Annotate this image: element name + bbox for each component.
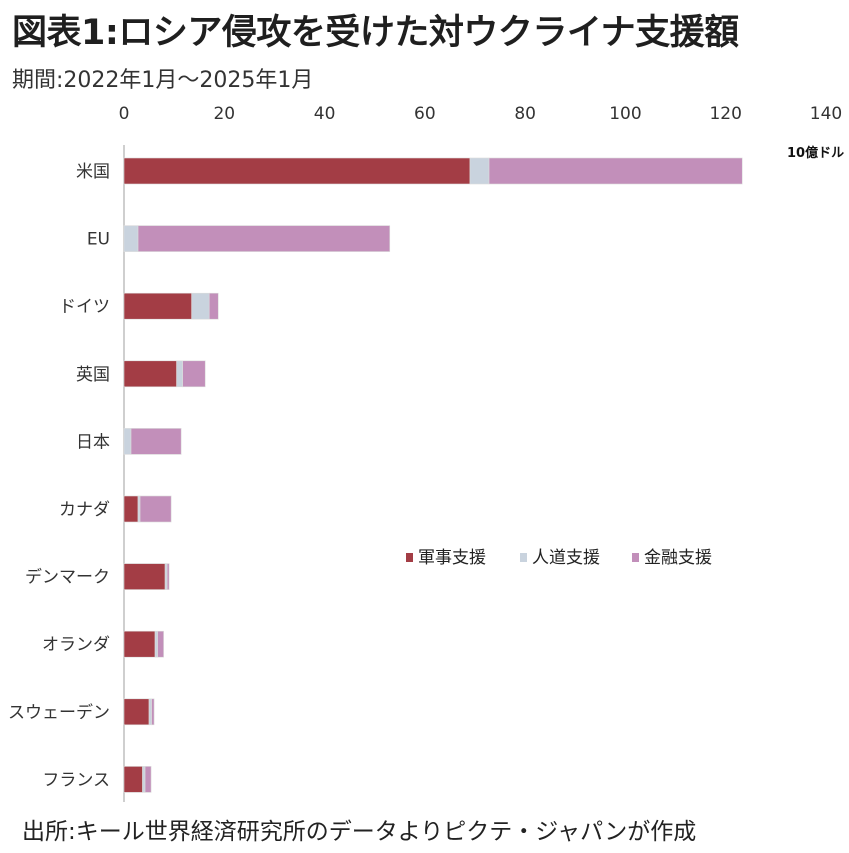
category-label: 英国 [76,365,110,385]
bar-segment [139,495,172,523]
category-label: カナダ [59,500,110,520]
x-tick-label: 120 [709,104,741,124]
category-label: 米国 [76,162,110,182]
bar-segment [123,766,143,793]
category-label: フランス [42,770,110,790]
bar-segment [123,563,166,590]
category-label: スウェーデン [8,702,110,723]
bar-segment [130,428,182,455]
bar-segment [166,563,170,590]
bars [123,157,743,793]
category-label: EU [87,230,110,250]
bar-segment [123,698,150,726]
bar-segment [137,225,391,252]
source-note: 出所:キール世界経済研究所のデータよりピクテ・ジャパンが作成 [22,819,697,845]
bar-segment [469,157,490,185]
bar-segment [123,360,177,388]
bar-segment [176,360,183,388]
bar-segment [151,698,155,726]
legend-swatch [406,553,413,562]
bar-segment [123,428,132,455]
bar-segment [154,630,158,658]
x-axis-ticks: 0 20 40 60 80 100 120 140 [119,104,843,124]
bar-segment [488,157,743,185]
legend-swatch [632,553,639,562]
bar-segment [137,495,141,523]
legend-label: 軍事支援 [418,548,486,568]
legend: 軍事支援 人道支援 金融支援 [406,548,712,568]
category-label: オランダ [42,635,110,655]
x-tick-label: 100 [609,104,641,124]
legend-label: 金融支援 [644,548,712,568]
bar-segment [123,157,471,185]
legend-label: 人道支援 [532,548,600,568]
bar-segment [123,630,156,658]
bar-segment [164,563,168,590]
category-label: 日本 [76,432,110,452]
bar-segment [148,698,152,726]
bar-segment [182,360,206,388]
x-tick-label: 0 [119,104,130,124]
unit-label: 10億ドル [787,145,844,161]
category-label: デンマーク [25,567,110,588]
chart-title: 図表1:ロシア侵攻を受けた対ウクライナ支援額 [12,13,739,53]
x-tick-label: 60 [414,104,436,124]
category-label: ドイツ [59,297,110,317]
x-tick-label: 40 [314,104,336,124]
bar-segment [123,495,139,523]
bar-segment [142,766,146,793]
bar-segment [157,630,164,658]
bar-segment [144,766,152,793]
bar-segment [123,225,139,252]
bar-segment [191,292,210,320]
x-tick-label: 140 [810,104,842,124]
bar-segment [123,292,192,320]
bar-segment [208,292,219,320]
x-tick-label: 80 [514,104,536,124]
chart-subtitle: 期間:2022年1月〜2025年1月 [12,68,314,93]
legend-swatch [520,553,527,562]
x-tick-label: 20 [213,104,235,124]
